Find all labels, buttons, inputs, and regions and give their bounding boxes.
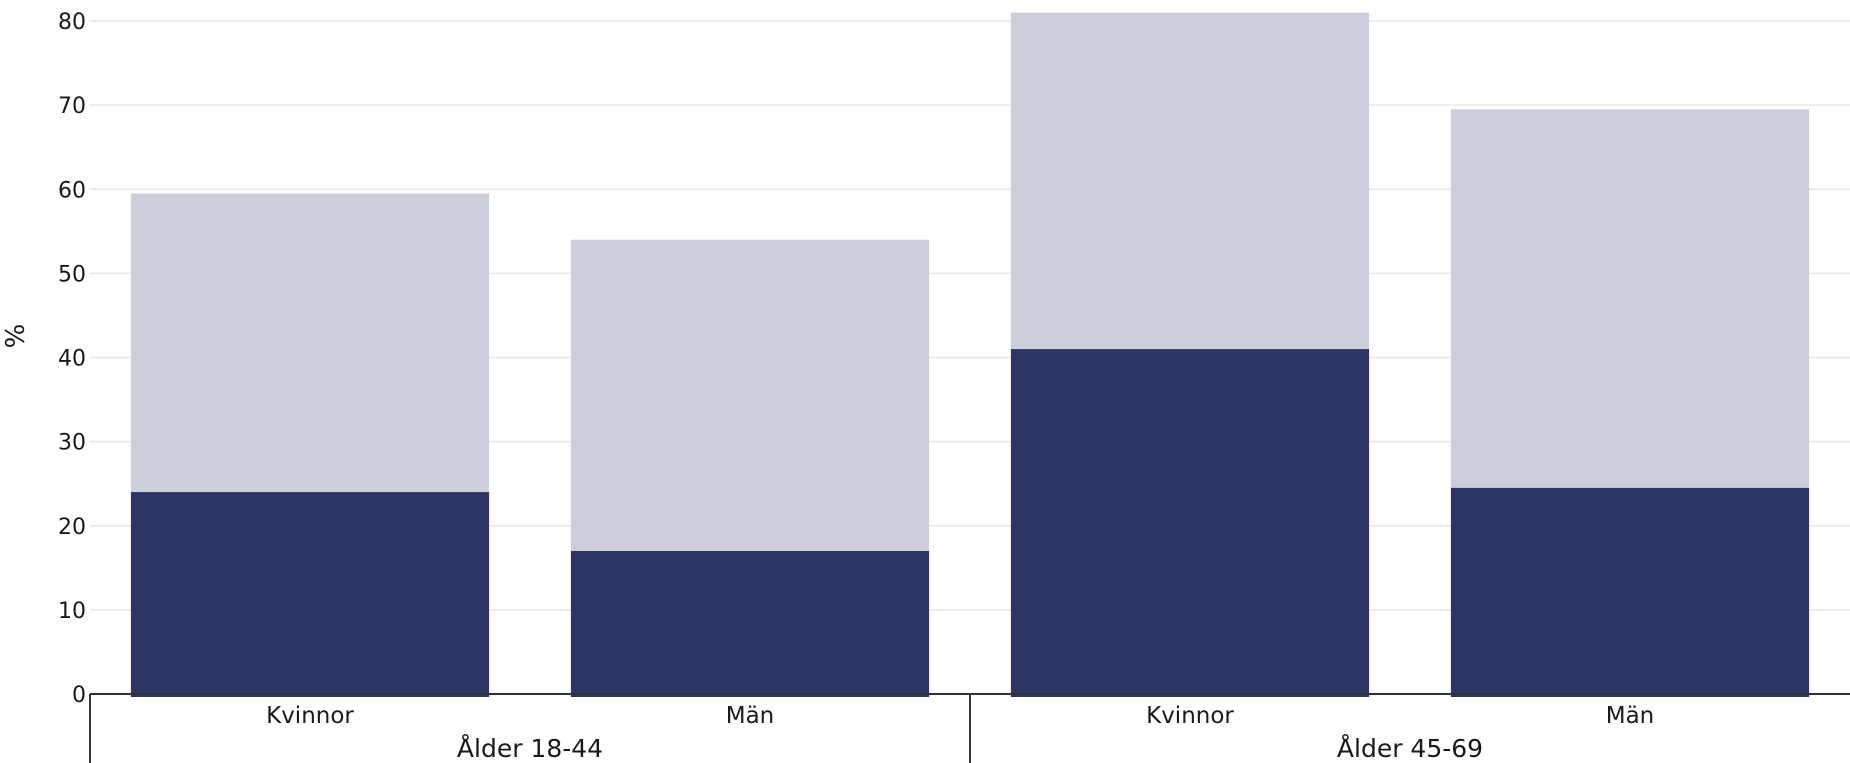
y-tick-label: 80 bbox=[58, 10, 86, 35]
x-category-label: Män bbox=[726, 703, 775, 729]
x-group-label: Ålder 18-44 bbox=[457, 734, 603, 763]
x-category-label: Kvinnor bbox=[1146, 703, 1234, 729]
bars bbox=[130, 12, 1810, 698]
y-tick-label: 20 bbox=[58, 515, 86, 540]
bar-subset bbox=[1450, 487, 1810, 697]
y-tick-labels: 0 10 20 30 40 50 60 70 80 bbox=[58, 10, 86, 708]
x-category-label: Kvinnor bbox=[266, 703, 354, 729]
bar-subset bbox=[570, 550, 930, 697]
axes bbox=[89, 693, 1850, 763]
x-group-label: Ålder 45-69 bbox=[1337, 734, 1483, 763]
y-tick-label: 10 bbox=[58, 599, 86, 624]
y-tick-label: 40 bbox=[58, 347, 86, 372]
y-tick-label: 50 bbox=[58, 262, 86, 287]
y-tick-label: 60 bbox=[58, 178, 86, 203]
y-axis-title: % bbox=[1, 324, 31, 349]
y-tick-label: 70 bbox=[58, 94, 86, 119]
x-group-labels: Ålder 18-44 Ålder 45-69 bbox=[457, 734, 1483, 763]
y-tick-label: 0 bbox=[72, 683, 86, 708]
x-category-label: Män bbox=[1606, 703, 1655, 729]
x-category-labels: Kvinnor Män Kvinnor Män bbox=[266, 703, 1654, 729]
y-tick-label: 30 bbox=[58, 431, 86, 456]
bar-subset bbox=[130, 492, 490, 697]
bar-subset bbox=[1010, 349, 1370, 697]
